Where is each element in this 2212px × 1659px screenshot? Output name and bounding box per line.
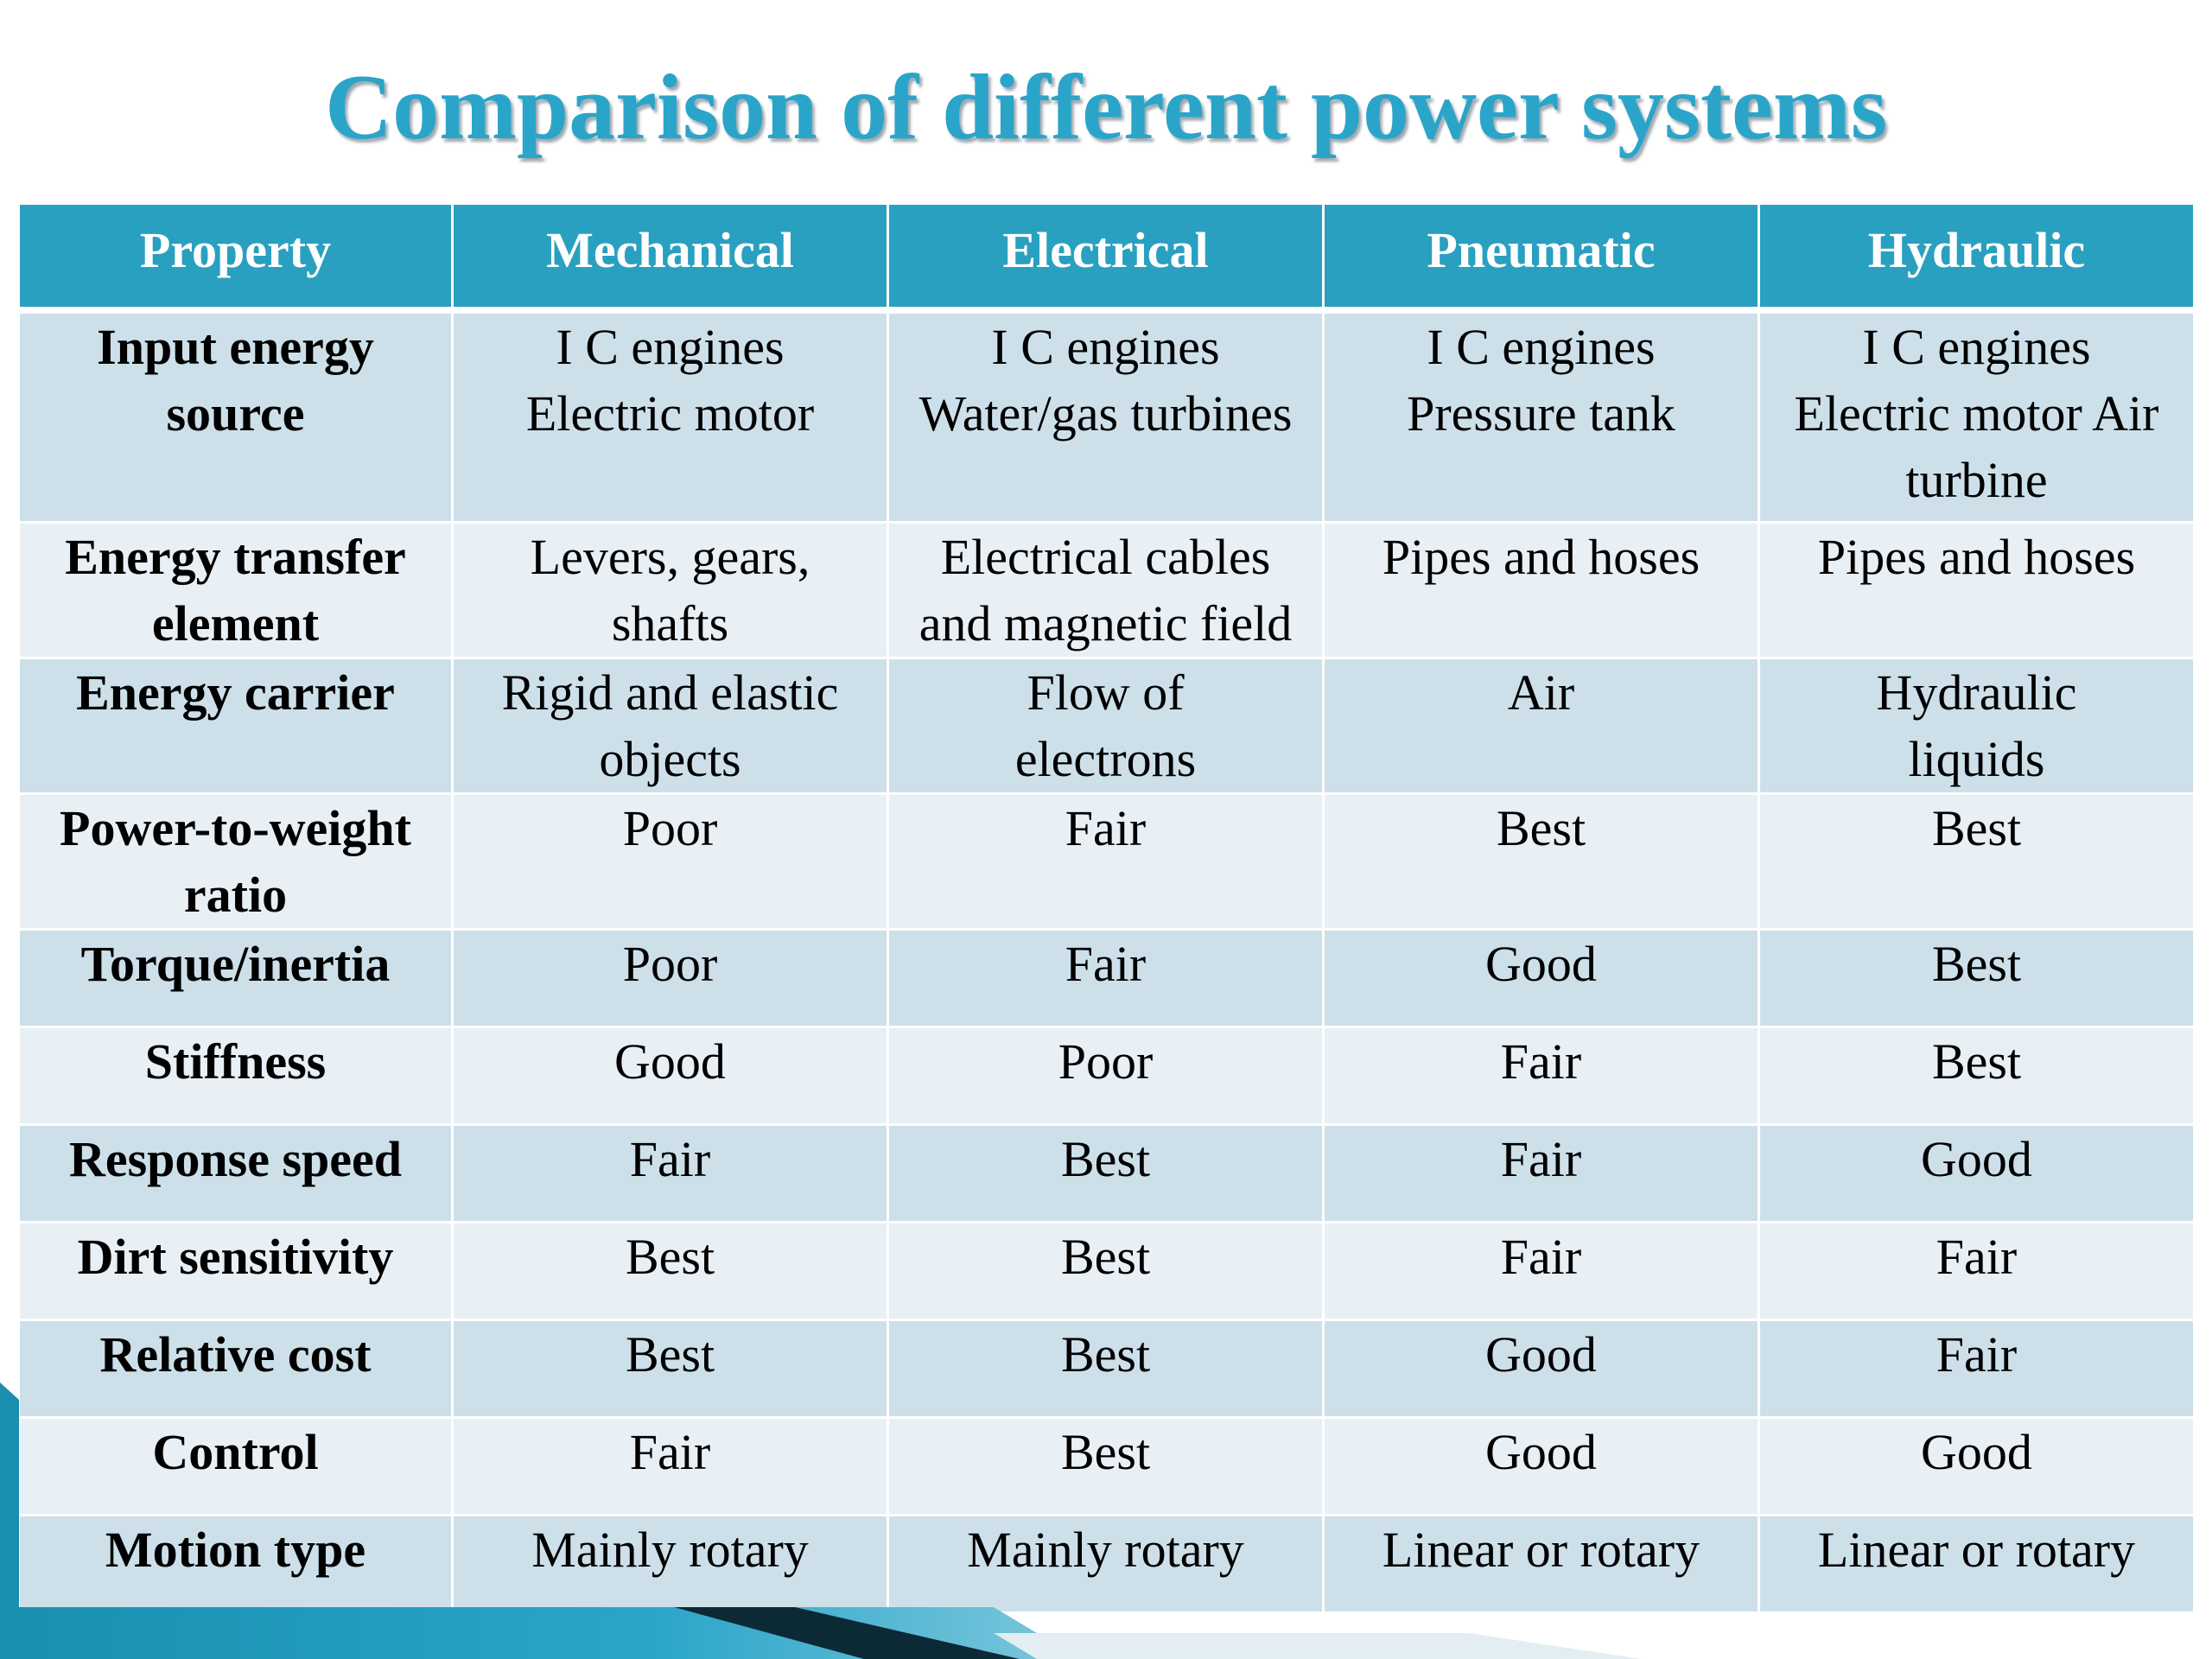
hydraulic-cell: Fair [1758, 1221, 2196, 1321]
electrical-cell: Mainly rotary [887, 1514, 1325, 1614]
pneumatic-cell: Pipes and hoses [1322, 521, 1760, 659]
hydraulic-cell: Linear or rotary [1758, 1514, 2196, 1614]
mechanical-cell: Levers, gears, shafts [451, 521, 889, 659]
table-row: Input energy source I C engines Electric… [17, 308, 2196, 524]
mechanical-cell: Best [451, 1319, 889, 1419]
pneumatic-cell: I C engines Pressure tank [1322, 308, 1760, 524]
property-cell: Control [17, 1416, 454, 1516]
pneumatic-cell: Good [1322, 1319, 1760, 1419]
property-cell: Energy transfer element [17, 521, 454, 659]
table-row: Torque/inertia Poor Fair Good Best [17, 928, 2196, 1028]
header-cell-pneumatic: Pneumatic [1322, 202, 1760, 314]
property-cell: Input energy source [17, 308, 454, 524]
hydraulic-cell: Best [1758, 928, 2196, 1028]
electrical-cell: Best [887, 1416, 1325, 1516]
header-cell-hydraulic: Hydraulic [1758, 202, 2196, 314]
mechanical-cell: Best [451, 1221, 889, 1321]
comparison-table: Property Mechanical Electrical Pneumatic… [17, 202, 2196, 1614]
pneumatic-cell: Best [1322, 792, 1760, 931]
electrical-cell: Flow of electrons [887, 657, 1325, 795]
mechanical-cell: Poor [451, 928, 889, 1028]
hydraulic-cell: I C engines Electric motor Air turbine [1758, 308, 2196, 524]
property-cell: Relative cost [17, 1319, 454, 1419]
mechanical-cell: Mainly rotary [451, 1514, 889, 1614]
table-row: Stiffness Good Poor Fair Best [17, 1026, 2196, 1126]
header-cell-electrical: Electrical [887, 202, 1325, 314]
property-cell: Response speed [17, 1123, 454, 1224]
mechanical-cell: Rigid and elastic objects [451, 657, 889, 795]
electrical-cell: Fair [887, 928, 1325, 1028]
property-cell: Motion type [17, 1514, 454, 1614]
property-cell: Torque/inertia [17, 928, 454, 1028]
electrical-cell: Electrical cables and magnetic field [887, 521, 1325, 659]
pneumatic-cell: Good [1322, 928, 1760, 1028]
property-cell: Dirt sensitivity [17, 1221, 454, 1321]
property-cell: Energy carrier [17, 657, 454, 795]
header-cell-property: Property [17, 202, 454, 314]
pneumatic-cell: Good [1322, 1416, 1760, 1516]
header-cell-mechanical: Mechanical [451, 202, 889, 314]
pneumatic-cell: Fair [1322, 1221, 1760, 1321]
property-cell: Power-to-weight ratio [17, 792, 454, 931]
header-row: Property Mechanical Electrical Pneumatic… [17, 202, 2196, 314]
hydraulic-cell: Good [1758, 1123, 2196, 1224]
pneumatic-cell: Air [1322, 657, 1760, 795]
decoration-light-wedge [994, 1633, 1642, 1659]
pneumatic-cell: Fair [1322, 1123, 1760, 1224]
table-body: Input energy source I C engines Electric… [17, 308, 2196, 1614]
table-row: Relative cost Best Best Good Fair [17, 1319, 2196, 1419]
table-row: Energy transfer element Levers, gears, s… [17, 521, 2196, 659]
mechanical-cell: Fair [451, 1416, 889, 1516]
mechanical-cell: I C engines Electric motor [451, 308, 889, 524]
slide-title: Comparison of different power systems [325, 56, 1887, 159]
hydraulic-cell: Good [1758, 1416, 2196, 1516]
mechanical-cell: Poor [451, 792, 889, 931]
electrical-cell: Best [887, 1221, 1325, 1321]
comparison-table-container: Property Mechanical Electrical Pneumatic… [17, 202, 2196, 1614]
mechanical-cell: Fair [451, 1123, 889, 1224]
electrical-cell: Poor [887, 1026, 1325, 1126]
slide-decoration-left [0, 1382, 19, 1659]
property-cell: Stiffness [17, 1026, 454, 1126]
hydraulic-cell: Fair [1758, 1319, 2196, 1419]
hydraulic-cell: Best [1758, 1026, 2196, 1126]
table-row: Control Fair Best Good Good [17, 1416, 2196, 1516]
electrical-cell: Best [887, 1319, 1325, 1419]
hydraulic-cell: Pipes and hoses [1758, 521, 2196, 659]
table-row: Energy carrier Rigid and elastic objects… [17, 657, 2196, 795]
electrical-cell: Fair [887, 792, 1325, 931]
table-row: Power-to-weight ratio Poor Fair Best Bes… [17, 792, 2196, 931]
table-row: Motion type Mainly rotary Mainly rotary … [17, 1514, 2196, 1614]
electrical-cell: I C engines Water/gas turbines [887, 308, 1325, 524]
slide-decoration-bottom [0, 1607, 1642, 1659]
table-row: Response speed Fair Best Fair Good [17, 1123, 2196, 1224]
electrical-cell: Best [887, 1123, 1325, 1224]
hydraulic-cell: Best [1758, 792, 2196, 931]
hydraulic-cell: Hydraulic liquids [1758, 657, 2196, 795]
mechanical-cell: Good [451, 1026, 889, 1126]
table-header: Property Mechanical Electrical Pneumatic… [17, 202, 2196, 314]
pneumatic-cell: Linear or rotary [1322, 1514, 1760, 1614]
decoration-dark-wedge [674, 1607, 1020, 1659]
table-row: Dirt sensitivity Best Best Fair Fair [17, 1221, 2196, 1321]
pneumatic-cell: Fair [1322, 1026, 1760, 1126]
